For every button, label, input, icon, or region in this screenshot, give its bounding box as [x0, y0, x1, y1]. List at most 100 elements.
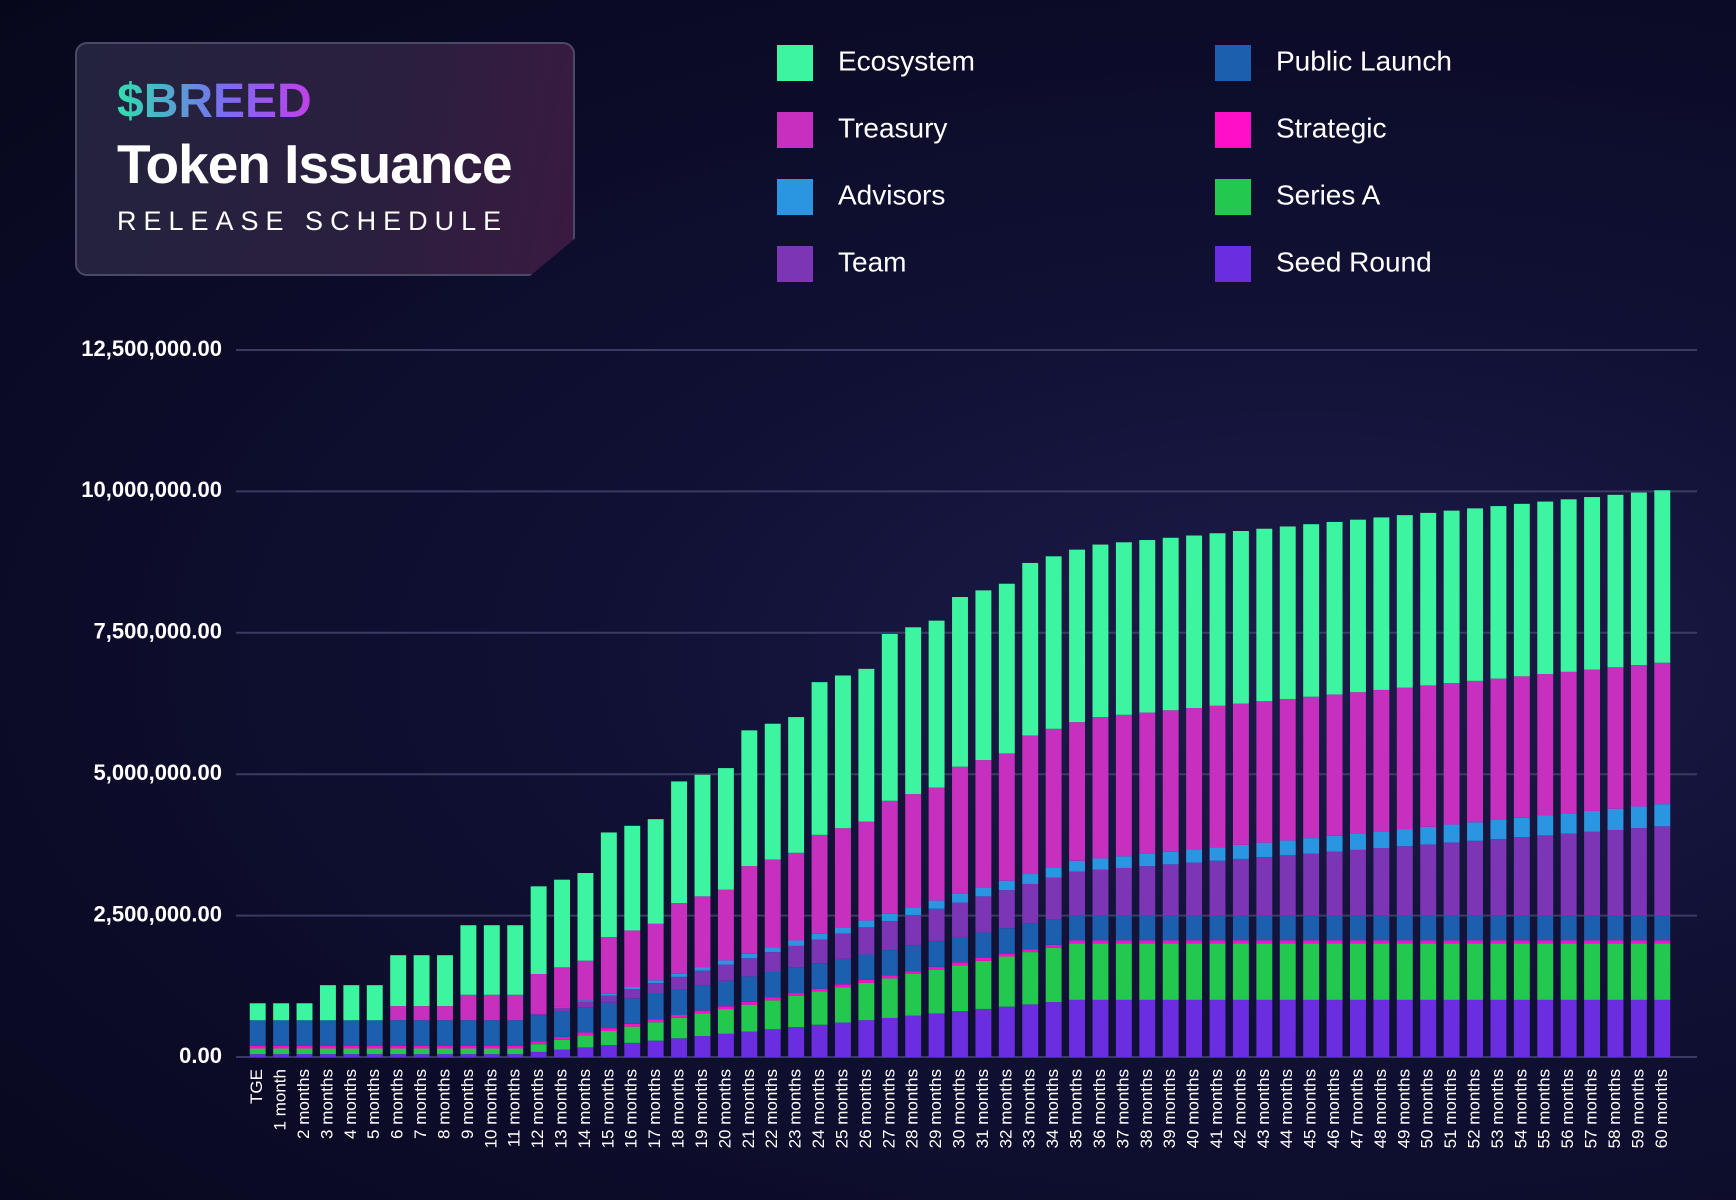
bar-segment [1326, 694, 1343, 836]
bar-segment [694, 1010, 711, 1014]
bar-segment [1373, 689, 1390, 832]
x-tick-label: 41 months [1207, 1069, 1226, 1148]
bar-segment [577, 1032, 594, 1036]
bar-segment [343, 1048, 360, 1055]
bar-segment [1022, 949, 1039, 953]
bar-segment [460, 1020, 477, 1046]
bar-segment [764, 859, 781, 948]
bar-segment [998, 956, 1015, 1007]
x-tick-label: 5 months [364, 1069, 383, 1139]
bar-segment [1303, 943, 1320, 1000]
bar-segment [1420, 915, 1437, 941]
bar-segment [1209, 847, 1226, 861]
bar-segment [952, 936, 968, 963]
x-tick-label: 23 months [786, 1069, 805, 1148]
y-tick-label: 10,000,000.00 [81, 477, 222, 502]
bar-segment [1443, 510, 1460, 684]
bar-segment [1513, 940, 1530, 944]
bar-segment [671, 989, 688, 1016]
bar-segment [1513, 915, 1530, 941]
bar-segment [1279, 999, 1296, 1057]
bar-segment [577, 1000, 594, 1002]
bar-segment [1560, 813, 1577, 834]
bar-segment [858, 668, 875, 822]
bar-segment [905, 973, 922, 1016]
bar-segment [1467, 822, 1483, 841]
x-tick-label: 37 months [1113, 1069, 1132, 1148]
bar-segment [717, 1006, 734, 1010]
bar-segment [1630, 915, 1647, 941]
bar-segment [1115, 867, 1132, 916]
bar-segment [834, 933, 851, 959]
bar-segment [1467, 508, 1483, 681]
x-tick-label: 9 months [458, 1069, 477, 1139]
bar-segment [1326, 999, 1343, 1057]
x-tick-label: 28 months [903, 1069, 922, 1148]
bar-segment [952, 597, 968, 767]
bar-segment [1420, 940, 1437, 944]
bar-segment [694, 970, 711, 986]
bar-segment [1654, 943, 1671, 1000]
bar-segment [764, 997, 781, 1001]
bar-segment [858, 920, 875, 928]
bar-segment [881, 800, 898, 914]
bar-segment [811, 1024, 828, 1057]
bar-segment [530, 886, 547, 974]
bar-segment [1467, 940, 1483, 944]
bar-segment [905, 907, 922, 915]
bar-segment [1022, 1004, 1039, 1057]
x-tick-label: 33 months [1020, 1069, 1039, 1148]
bar-segment [1513, 817, 1530, 838]
legend-swatch [1215, 179, 1251, 215]
bar-segment [554, 1006, 570, 1008]
bar-segment [764, 723, 781, 860]
bar-segment [1069, 940, 1086, 944]
bar-segment [647, 983, 664, 994]
bar-segment [1467, 840, 1483, 916]
bar-segment [1115, 999, 1132, 1057]
bar-segment [319, 1045, 336, 1049]
bar-segment [554, 1049, 570, 1057]
bar-segment [1303, 999, 1320, 1057]
bar-segment [1022, 952, 1039, 1005]
bar-segment [554, 1011, 570, 1037]
bar-segment [717, 768, 734, 890]
bar-segment [460, 1045, 477, 1049]
x-tick-label: 32 months [996, 1069, 1015, 1148]
x-tick-label: 36 months [1090, 1069, 1109, 1148]
bar-segment [975, 1008, 992, 1057]
x-tick-label: 46 months [1324, 1069, 1343, 1148]
bar-segment [834, 984, 851, 988]
x-tick-label: 18 months [669, 1069, 688, 1148]
bar-segment [1537, 815, 1554, 836]
bar-segment [1279, 698, 1296, 841]
bar-segment [1396, 515, 1413, 688]
bar-segment [1490, 943, 1507, 1000]
bar-segment [1396, 687, 1413, 830]
bar-segment [1490, 820, 1507, 840]
bar-segment [1279, 526, 1296, 699]
bar-segment [1560, 940, 1577, 944]
bar-segment [1467, 943, 1483, 1000]
y-tick-label: 0.00 [179, 1043, 222, 1068]
bar-segment [811, 939, 828, 964]
legend-swatch [777, 179, 813, 215]
bar-segment [998, 753, 1015, 881]
bar-segment [507, 1020, 524, 1046]
bar-segment [507, 1048, 524, 1055]
bar-segment [647, 1022, 664, 1041]
bar-segment [413, 955, 430, 1007]
bar-segment [343, 1045, 360, 1049]
legend-label: Team [838, 246, 906, 277]
bar-segment [273, 1048, 290, 1055]
bar-segment [1232, 915, 1249, 941]
bar-segment [624, 930, 641, 988]
x-tick-label: 39 months [1160, 1069, 1179, 1148]
bar-segment [437, 1020, 453, 1046]
bar-segment [671, 1017, 688, 1039]
bar-segment [1396, 829, 1413, 847]
bar-segment [788, 940, 805, 946]
bar-segment [1537, 940, 1554, 944]
bar-segment [834, 1022, 851, 1057]
bar-segment [788, 1027, 805, 1057]
